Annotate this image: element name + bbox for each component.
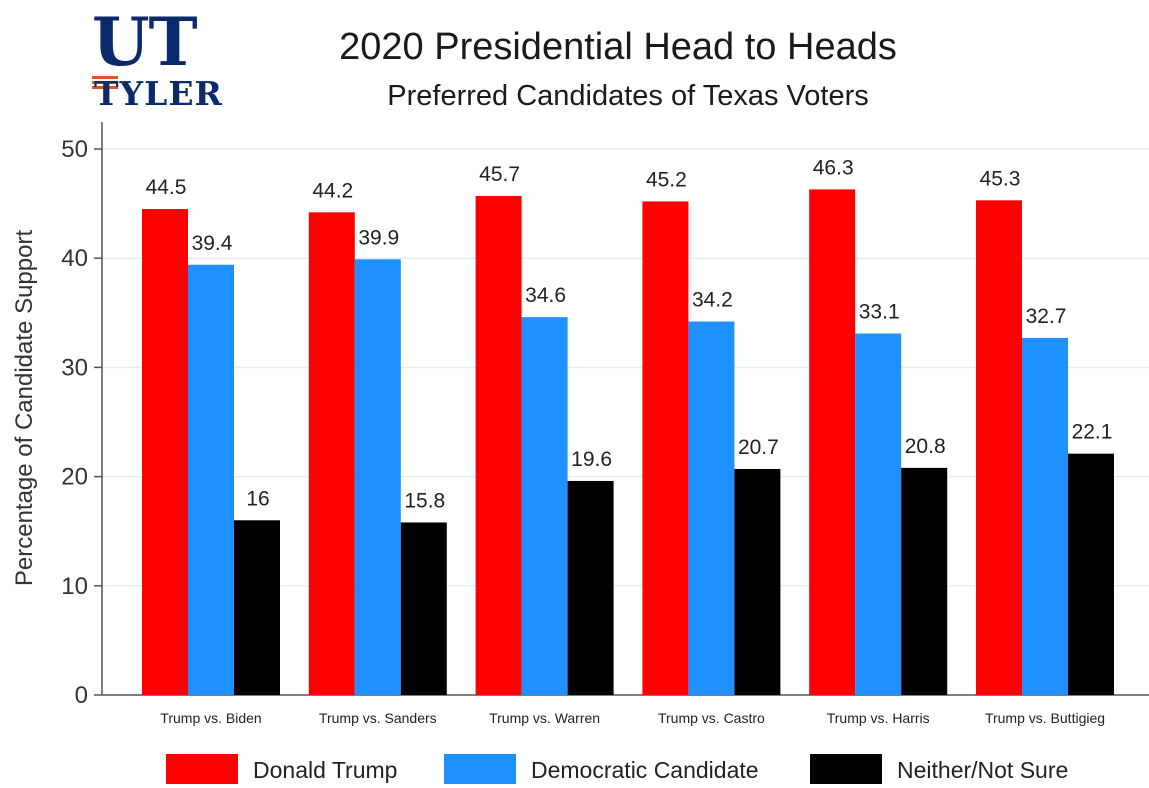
bar [809,189,856,696]
data-label: 45.7 [479,163,520,186]
bar [1022,337,1068,695]
legend-swatch [810,754,882,784]
chart-title: 2020 Presidential Head to Heads [339,26,897,68]
bar [642,201,689,695]
bar [308,212,355,695]
data-label: 39.9 [358,226,399,249]
data-label: 45.2 [646,168,687,191]
bar [475,195,522,695]
y-tick-label: 10 [61,573,88,600]
data-label: 39.4 [192,232,233,255]
bar [567,480,614,695]
bar [855,333,902,695]
data-label: 15.8 [404,489,445,512]
bar [734,468,781,695]
data-label: 22.1 [1072,421,1113,444]
x-tick-label: Trump vs. Warren [489,710,600,726]
data-label: 44.5 [146,176,187,199]
y-tick-label: 20 [61,464,88,491]
logo-stripes [92,76,118,90]
legend-label: Donald Trump [253,757,398,783]
x-tick-label: Trump vs. Harris [827,710,930,726]
legend-label: Democratic Candidate [531,757,759,783]
data-label: 34.2 [692,289,733,312]
y-tick-label: 40 [61,245,88,272]
data-label: 33.1 [859,301,900,324]
data-label: 32.7 [1026,305,1067,328]
logo-tyler-text: TYLER [94,74,223,113]
bar-chart: 0 10 20 30 40 50 Percentage of Candidate Suppo… [11,122,1149,726]
data-label: 19.6 [571,448,612,471]
bar [1068,453,1114,695]
y-axis-label: Percentage of Candidate Support [11,230,38,587]
bar [521,317,568,695]
data-label: 46.3 [813,156,854,179]
data-label: 45.3 [980,167,1021,190]
bar [142,209,188,695]
y-tick-label: 30 [61,354,88,381]
chart-subtitle: Preferred Candidates of Texas Voters [387,80,869,112]
legend-label: Neither/Not Sure [897,757,1069,783]
data-label: 20.7 [738,436,779,459]
y-tick-label: 50 [61,136,88,163]
bar [354,259,401,695]
data-label: 34.6 [525,284,566,307]
bar [901,467,948,695]
y-tick-label: 0 [75,682,88,709]
bar [400,522,447,695]
bar [234,520,280,695]
chart-legend: Donald Trump Democratic Candidate Neither/… [0,748,1149,788]
x-tick-label: Trump vs. Buttigieg [985,710,1105,726]
ut-tyler-logo: UT TYLER [92,3,228,113]
bar [976,200,1022,695]
legend-swatch [166,754,238,784]
logo-ut-text: UT [92,3,198,81]
x-tick-label: Trump vs. Biden [160,710,261,726]
x-tick-label: Trump vs. Castro [658,710,765,726]
x-tick-label: Trump vs. Sanders [319,710,437,726]
data-label: 16 [246,487,269,510]
bar [188,264,234,695]
legend-swatch [444,754,516,784]
data-label: 44.2 [312,179,353,202]
data-label: 20.8 [905,435,946,458]
bar [688,321,735,695]
